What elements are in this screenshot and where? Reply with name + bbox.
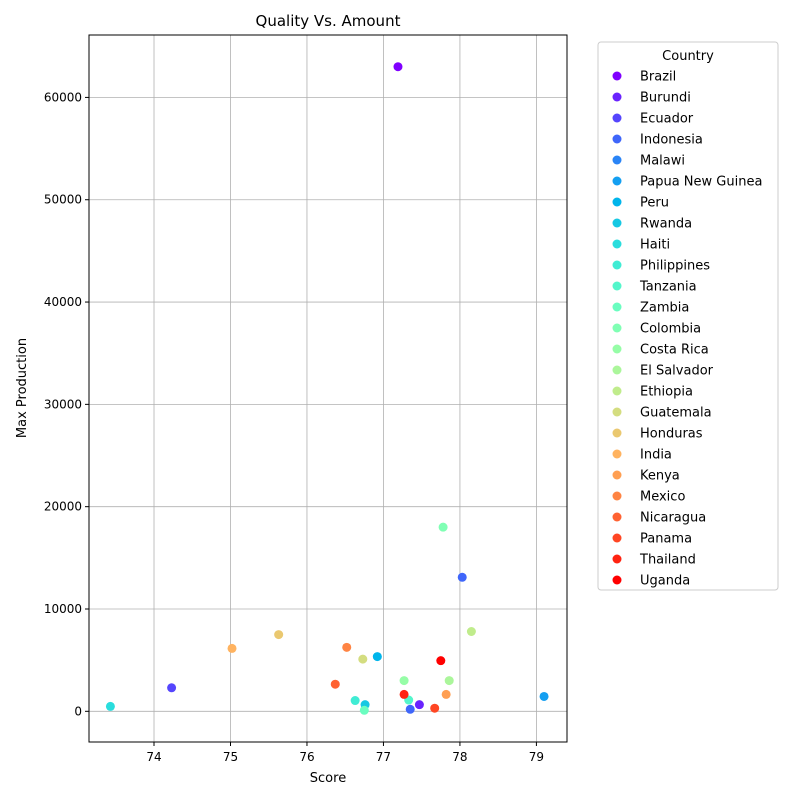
data-point-india (227, 643, 237, 653)
data-point-brazil (393, 62, 403, 72)
data-point-honduras (274, 630, 284, 640)
legend-label: Philippines (640, 259, 710, 274)
legend-label: Haiti (640, 238, 670, 253)
legend-marker (612, 575, 622, 585)
legend-marker (612, 533, 622, 543)
x-axis-ticks: 74 75 76 77 78 79 (146, 742, 544, 764)
legend-items: Brazil Burundi Ecuador Indonesia Malawi Papua… (612, 70, 762, 589)
legend-title: Country (662, 49, 714, 64)
data-point-kenya (441, 689, 451, 699)
x-tick-label: 76 (299, 750, 314, 764)
legend-label: Peru (640, 196, 669, 211)
legend-label: Panama (640, 532, 692, 547)
grid (89, 35, 567, 742)
data-point-philippines (350, 696, 360, 706)
legend-label: India (640, 448, 672, 463)
legend-label: Colombia (640, 322, 701, 337)
data-point-costa-rica (399, 676, 409, 686)
legend-marker (612, 176, 622, 186)
legend-marker (612, 218, 622, 228)
legend-label: Ethiopia (640, 385, 693, 400)
legend-marker (612, 470, 622, 480)
legend-label: Indonesia (640, 133, 703, 148)
legend-marker (612, 323, 622, 333)
legend-marker (612, 197, 622, 207)
data-point-zambia (359, 705, 369, 715)
legend-marker (612, 155, 622, 165)
y-tick-label: 40000 (44, 295, 82, 309)
legend-marker (612, 260, 622, 270)
y-tick-label: 60000 (44, 90, 82, 104)
legend-marker (612, 365, 622, 375)
y-tick-label: 50000 (44, 193, 82, 207)
x-tick-label: 75 (223, 750, 238, 764)
data-point-indonesia (457, 572, 467, 582)
legend-marker (612, 71, 622, 81)
legend-marker (612, 344, 622, 354)
legend-box (597, 41, 779, 591)
y-tick-label: 0 (74, 704, 82, 718)
legend-label: Nicaragua (640, 511, 706, 526)
y-axis-ticks: 0 10000 20000 30000 40000 50000 60000 (44, 90, 89, 718)
legend-marker (612, 512, 622, 522)
legend-label: Ecuador (640, 112, 694, 127)
legend-marker (612, 449, 622, 459)
legend-marker (612, 554, 622, 564)
x-tick-label: 79 (529, 750, 544, 764)
y-axis-label: Max Production (15, 338, 30, 438)
legend-marker (612, 239, 622, 249)
plot-area (88, 34, 568, 743)
legend-label: Costa Rica (640, 343, 709, 358)
data-point-burundi (414, 700, 424, 710)
legend-label: Mexico (640, 490, 685, 505)
data-point-guatemala (358, 654, 368, 664)
chart-title: Quality Vs. Amount (256, 12, 401, 30)
legend-label: Malawi (640, 154, 685, 169)
legend-label: El Salvador (640, 364, 714, 379)
legend-label: Burundi (640, 91, 691, 106)
data-point-panama (430, 703, 440, 713)
legend-marker (612, 302, 622, 312)
x-axis-label: Score (310, 771, 346, 786)
legend-label: Uganda (640, 574, 690, 589)
y-tick-label: 10000 (44, 602, 82, 616)
data-point-indonesia (405, 704, 415, 714)
legend-marker (612, 134, 622, 144)
data-point-mexico (342, 642, 352, 652)
y-tick-label: 30000 (44, 397, 82, 411)
data-point-uganda (436, 656, 446, 666)
legend-marker (612, 428, 622, 438)
legend-marker (612, 491, 622, 501)
legend: Country Brazil Burundi Ecuador Indonesia Mal… (597, 41, 779, 591)
legend-label: Zambia (640, 301, 689, 316)
data-point-colombia (438, 522, 448, 532)
legend-label: Honduras (640, 427, 703, 442)
y-tick-label: 20000 (44, 500, 82, 514)
legend-label: Rwanda (640, 217, 692, 232)
legend-marker (612, 386, 622, 396)
legend-label: Kenya (640, 469, 680, 484)
x-tick-label: 77 (376, 750, 391, 764)
data-point-haiti (105, 701, 115, 711)
data-point-papua-new-guinea (539, 691, 549, 701)
legend-label: Papua New Guinea (640, 175, 762, 190)
legend-label: Tanzania (639, 280, 697, 295)
data-point-el-salvador (444, 676, 454, 686)
x-tick-label: 78 (452, 750, 467, 764)
legend-marker (612, 281, 622, 291)
legend-marker (612, 113, 622, 123)
data-point-nicaragua (330, 679, 340, 689)
legend-marker (612, 407, 622, 417)
data-point-ethiopia (466, 626, 476, 636)
data-point-peru (372, 652, 382, 662)
data-point-ecuador (167, 683, 177, 693)
x-tick-label: 74 (146, 750, 161, 764)
legend-marker (612, 92, 622, 102)
data-point-thailand (399, 689, 409, 699)
legend-label: Brazil (640, 70, 676, 85)
legend-label: Thailand (639, 553, 696, 568)
data-points (105, 62, 549, 715)
legend-label: Guatemala (640, 406, 712, 421)
